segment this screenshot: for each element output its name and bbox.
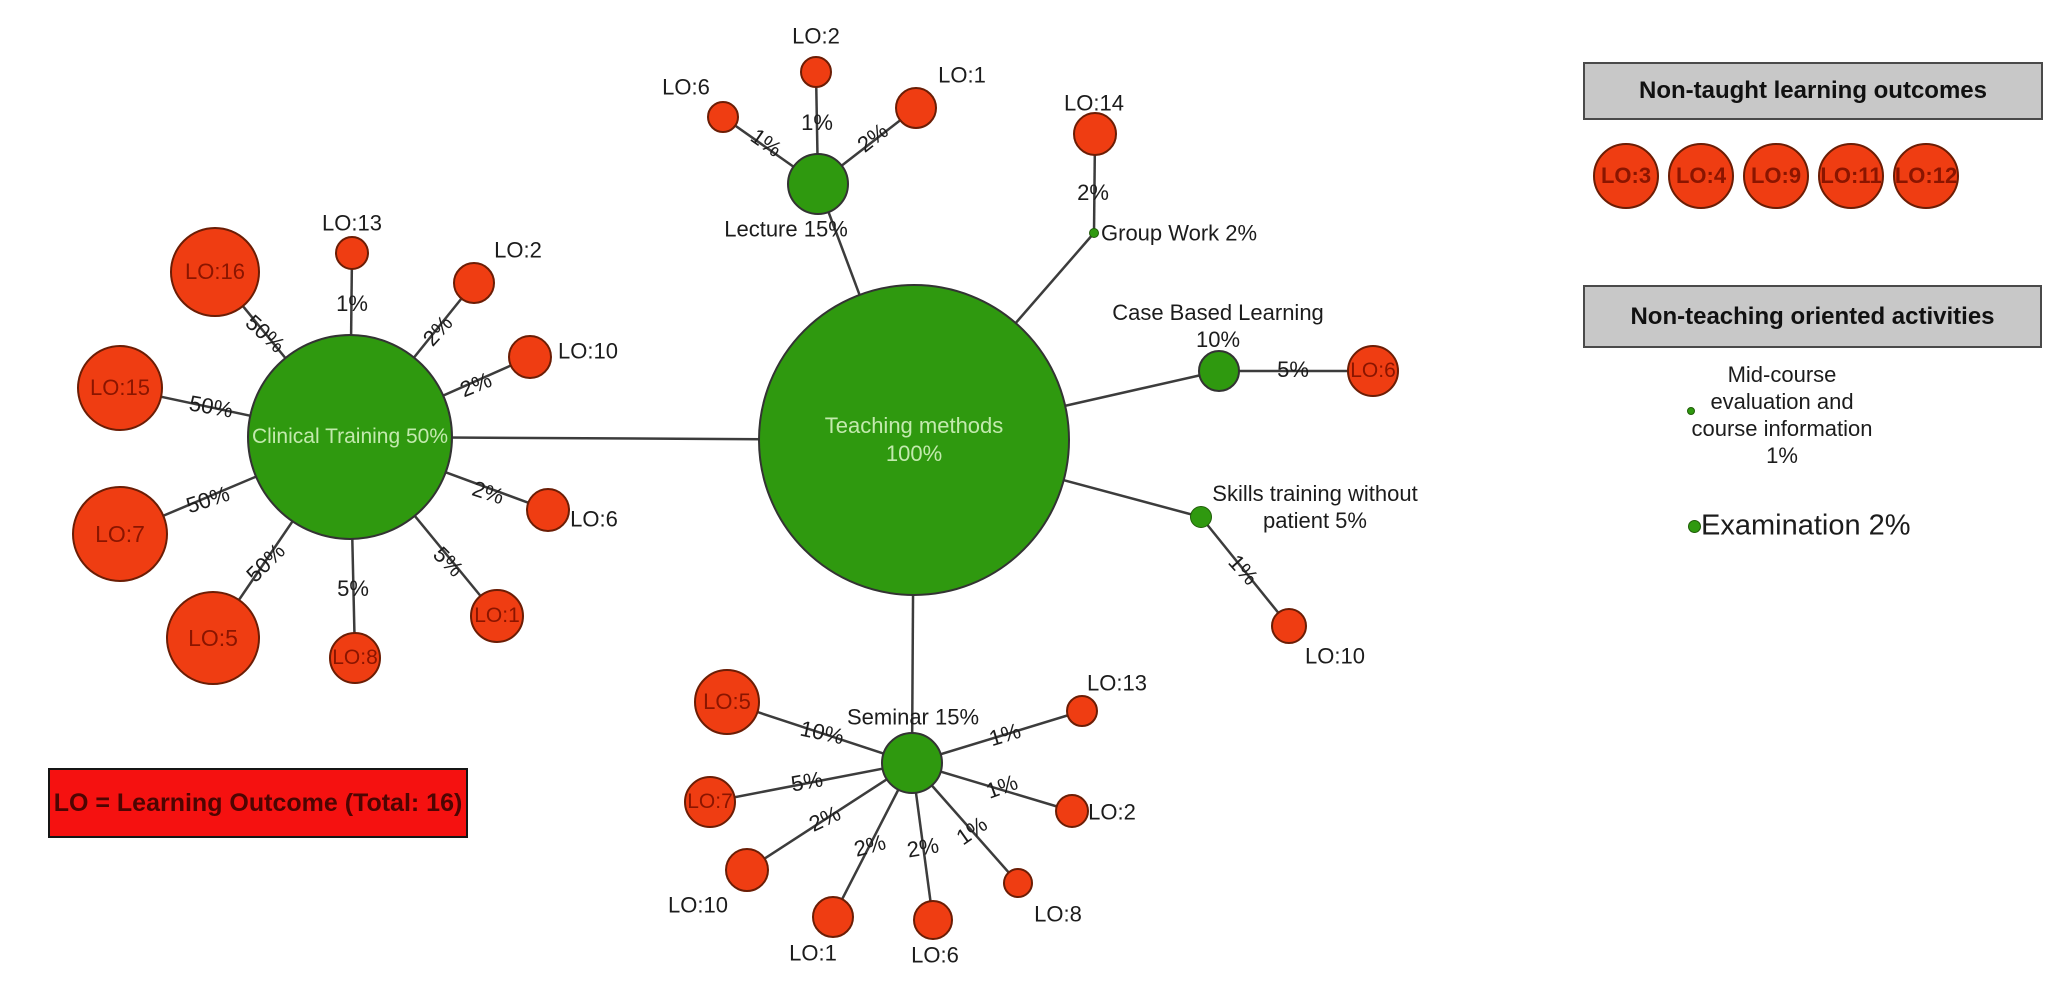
node-c_lo7-label: LO:7 (95, 521, 145, 547)
edge-weight-label-seminar-s_lo6: 2% (905, 832, 941, 863)
label-lecture-lo1: LO:1 (938, 62, 986, 88)
node-clinical-label: Clinical Training 50% (251, 425, 449, 448)
node-s_lo2 (1055, 794, 1089, 828)
node-c_lo1: LO:1 (470, 589, 524, 643)
node-seminar (881, 732, 943, 794)
legend-circle-lo12: LO:12 (1893, 143, 1959, 209)
label-clinical-lo13: LO:13 (322, 210, 382, 236)
node-lecture (787, 153, 849, 215)
label-lo14: LO:14 (1064, 90, 1124, 116)
node-sk_lo10 (1271, 608, 1307, 644)
lo-note-text: LO = Learning Outcome (Total: 16) (53, 788, 463, 817)
label-seminar-lo1: LO:1 (789, 940, 837, 966)
node-lo14 (1073, 112, 1117, 156)
label-clinical-lo2: LO:2 (494, 237, 542, 263)
node-c_lo5-label: LO:5 (188, 625, 238, 651)
edge-skills-sk_lo10 (1200, 516, 1290, 627)
legend-non-taught-box: Non-taught learning outcomes (1583, 62, 2043, 120)
node-c_lo15-label: LO:15 (90, 375, 150, 400)
node-c_lo6 (526, 488, 570, 532)
node-s_lo8 (1003, 868, 1033, 898)
label-lecture-lo2: LO:2 (792, 23, 840, 49)
edge-weight-label-cbl-cbl_lo6: 5% (1277, 357, 1309, 382)
node-s_lo10 (725, 848, 769, 892)
label-skills-lo10: LO:10 (1305, 643, 1365, 669)
label-seminar-lo13: LO:13 (1087, 670, 1147, 696)
node-c_lo5: LO:5 (166, 591, 260, 685)
node-c_lo8-label: LO:8 (332, 646, 378, 669)
label-seminar-lo6: LO:6 (911, 942, 959, 968)
node-groupwork (1089, 228, 1099, 238)
legend-circle-lo11-label: LO:11 (1820, 163, 1882, 188)
node-l_lo1 (895, 87, 937, 129)
node-l_lo2 (800, 56, 832, 88)
legend-circle-lo11: LO:11 (1818, 143, 1884, 209)
node-clinical: Clinical Training 50% (247, 334, 453, 540)
node-l_lo6 (707, 101, 739, 133)
node-c_lo13 (335, 236, 369, 270)
legend-circle-lo9: LO:9 (1743, 143, 1809, 209)
edge-seminar-s_lo10 (746, 761, 913, 872)
node-c_lo2 (453, 262, 495, 304)
label-clinical-lo6: LO:6 (570, 506, 618, 532)
label-seminar-lo10: LO:10 (668, 892, 728, 918)
node-c_lo10 (508, 335, 552, 379)
edge-weight-label-seminar-s_lo7: 5% (789, 766, 825, 797)
node-cbl_lo6: LO:6 (1347, 345, 1399, 397)
legend-circle-lo3-label: LO:3 (1600, 163, 1652, 188)
node-cbl (1198, 350, 1240, 392)
node-c_lo16-label: LO:16 (185, 259, 245, 284)
node-cbl_lo6-label: LO:6 (1350, 359, 1396, 382)
label-clinical-lo10: LO:10 (558, 338, 618, 364)
node-s_lo5-label: LO:5 (703, 689, 751, 714)
legend-circle-lo4-label: LO:4 (1675, 163, 1727, 188)
label-seminar-lo8: LO:8 (1034, 901, 1082, 927)
legend-circle-lo3: LO:3 (1593, 143, 1659, 209)
lo-note-box: LO = Learning Outcome (Total: 16) (48, 768, 468, 838)
label-lecture: Lecture 15% (724, 216, 848, 242)
edge-weight-label-clinical-c_lo8: 5% (337, 576, 369, 601)
node-c_lo8: LO:8 (329, 632, 381, 684)
node-s_lo1 (812, 896, 854, 938)
label-skills-training: Skills training without patient 5% (1212, 481, 1418, 533)
node-c_lo7: LO:7 (72, 486, 168, 582)
node-s_lo5: LO:5 (694, 669, 760, 735)
edge-weight-label-lecture-l_lo2: 1% (801, 110, 833, 135)
label-lecture-lo6: LO:6 (662, 74, 710, 100)
label-case-based-learning: Case Based Learning 10% (1112, 300, 1324, 352)
node-teaching: Teaching methods 100% (758, 284, 1070, 596)
node-s_lo7-label: LO:7 (687, 790, 733, 813)
legend-circle-lo9-label: LO:9 (1750, 163, 1802, 188)
edge-weight-label-groupwork-lo14: 2% (1077, 180, 1109, 205)
node-skills (1190, 506, 1212, 528)
edge-weight-label-clinical-c_lo13: 1% (336, 291, 368, 316)
legend-non-taught-circles: LO:3 LO:4 LO:9 LO:11 LO:12 (1593, 143, 1959, 209)
node-s_lo7: LO:7 (684, 776, 736, 828)
legend-circle-lo4: LO:4 (1668, 143, 1734, 209)
legend-circle-lo12-label: LO:12 (1894, 163, 1958, 188)
legend-non-taught-title: Non-taught learning outcomes (1639, 77, 1987, 104)
label-groupwork: Group Work 2% (1101, 220, 1258, 246)
mid-course-label: Mid-course evaluation and course informa… (1691, 362, 1873, 468)
mid-course-dot-icon (1687, 407, 1695, 415)
legend-activities-title: Non-teaching oriented activities (1630, 302, 1995, 330)
legend-activities-box: Non-teaching oriented activities (1583, 285, 2042, 348)
examination-label: Examination 2% (1701, 509, 1911, 542)
node-s_lo6 (913, 900, 953, 940)
edge-seminar-s_lo7 (709, 761, 913, 804)
node-c_lo15: LO:15 (77, 345, 163, 431)
node-c_lo16: LO:16 (170, 227, 260, 317)
node-s_lo13 (1066, 695, 1098, 727)
node-c_lo1-label: LO:1 (474, 604, 520, 627)
node-teaching-label: Teaching methods 100% (824, 413, 1004, 466)
examination-dot-icon (1688, 520, 1701, 533)
label-seminar: Seminar 15% (846, 704, 980, 730)
label-seminar-lo2: LO:2 (1088, 799, 1136, 825)
